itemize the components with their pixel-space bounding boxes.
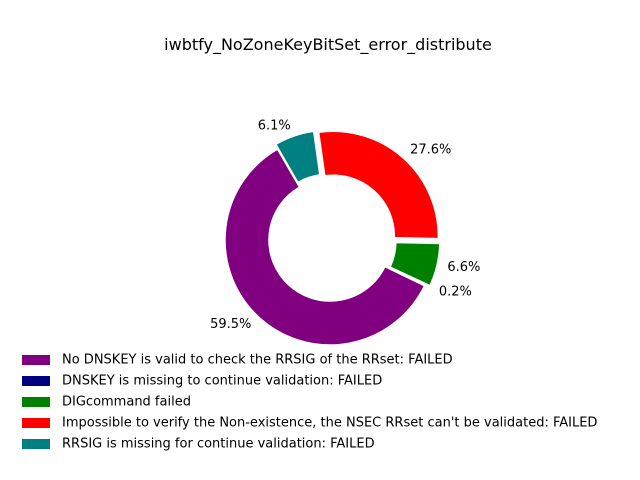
legend-label-1: DNSKEY is missing to continue validation… xyxy=(62,374,382,389)
percent-label-0: 59.5% xyxy=(210,317,251,332)
slice-1 xyxy=(388,267,431,289)
percent-label-3: 27.6% xyxy=(410,142,451,157)
legend-label-0: No DNSKEY is valid to check the RRSIG of… xyxy=(62,353,453,368)
legend-swatch-1 xyxy=(22,376,50,386)
chart-title: iwbtfy_NoZoneKeyBitSet_error_distribute xyxy=(164,35,492,55)
legend-swatch-2 xyxy=(22,397,50,407)
slices-group xyxy=(224,130,441,346)
slice-4 xyxy=(275,130,321,184)
legend-label-3: Impossible to verify the Non-existence, … xyxy=(62,416,597,431)
percent-label-2: 6.6% xyxy=(447,260,480,275)
slice-3 xyxy=(317,130,440,240)
slice-2 xyxy=(389,241,441,287)
slice-0 xyxy=(224,148,426,346)
legend-swatch-3 xyxy=(22,418,50,428)
legend: No DNSKEY is valid to check the RRSIG of… xyxy=(22,353,597,452)
legend-swatch-4 xyxy=(22,439,50,449)
legend-label-4: RRSIG is missing for continue validation… xyxy=(62,437,375,452)
percent-label-4: 6.1% xyxy=(258,119,291,134)
percent-label-1: 0.2% xyxy=(439,284,472,299)
legend-swatch-0 xyxy=(22,355,50,365)
percent-labels: 59.5% 0.2% 6.6% 27.6% 6.1% xyxy=(210,119,480,333)
legend-label-2: DIGcommand failed xyxy=(62,395,191,410)
